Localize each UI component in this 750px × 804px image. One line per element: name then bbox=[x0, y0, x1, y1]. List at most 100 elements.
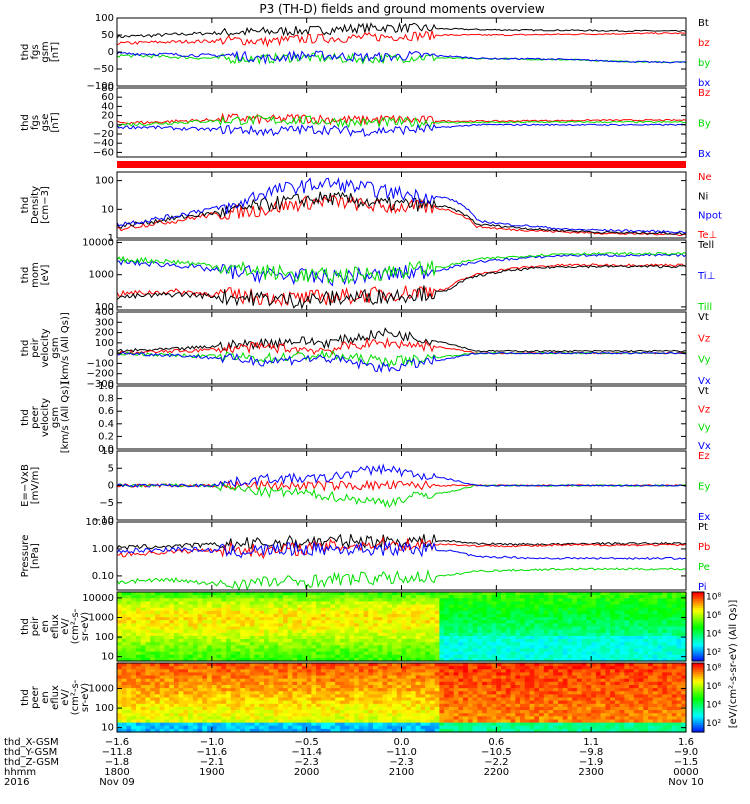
heatmap-cell bbox=[620, 605, 625, 609]
heatmap-cell bbox=[155, 691, 160, 695]
heatmap-cell bbox=[596, 655, 601, 659]
heatmap-cell bbox=[354, 682, 359, 686]
heatmap-cell bbox=[122, 710, 127, 714]
heatmap-cell bbox=[501, 710, 506, 714]
heatmap-cell bbox=[145, 605, 150, 609]
heatmap-cell bbox=[378, 716, 383, 720]
heatmap-cell bbox=[487, 645, 492, 649]
heatmap-cell bbox=[278, 682, 283, 686]
heatmap-cell bbox=[349, 701, 354, 705]
heatmap-cell bbox=[563, 655, 568, 659]
heatmap-cell bbox=[131, 691, 136, 695]
heatmap-cell bbox=[463, 620, 468, 624]
heatmap-cell bbox=[468, 620, 473, 624]
heatmap-cell bbox=[340, 611, 345, 615]
heatmap-cell bbox=[288, 666, 293, 670]
heatmap-cell bbox=[259, 639, 264, 643]
heatmap-cell bbox=[454, 676, 459, 680]
heatmap-cell bbox=[515, 710, 520, 714]
heatmap-cell bbox=[302, 710, 307, 714]
heatmap-cell bbox=[629, 655, 634, 659]
heatmap-cell bbox=[496, 639, 501, 643]
heatmap-cell bbox=[653, 645, 658, 649]
heatmap-cell bbox=[330, 620, 335, 624]
heatmap-cell bbox=[283, 676, 288, 680]
heatmap-cell bbox=[236, 710, 241, 714]
heatmap-cell bbox=[586, 620, 591, 624]
heatmap-cell bbox=[198, 691, 203, 695]
heatmap-cell bbox=[520, 605, 525, 609]
heatmap-cell bbox=[283, 691, 288, 695]
heatmap-cell bbox=[131, 630, 136, 634]
heatmap-cell bbox=[340, 682, 345, 686]
heatmap-cell bbox=[473, 716, 478, 720]
heatmap-cell bbox=[615, 630, 620, 634]
heatmap-cell bbox=[269, 726, 274, 730]
heatmap-cell bbox=[359, 595, 364, 599]
heatmap-cell bbox=[421, 611, 426, 615]
heatmap-cell bbox=[117, 630, 122, 634]
heatmap-cell bbox=[653, 605, 658, 609]
heatmap-cell bbox=[387, 691, 392, 695]
heatmap-cell bbox=[217, 666, 222, 670]
heatmap-cell bbox=[141, 726, 146, 730]
heatmap-cell bbox=[511, 716, 516, 720]
heatmap-cell bbox=[193, 710, 198, 714]
heatmap-cell bbox=[643, 639, 648, 643]
heatmap-cell bbox=[188, 645, 193, 649]
heatmap-cell bbox=[269, 682, 274, 686]
heatmap-cell bbox=[278, 630, 283, 634]
heatmap-cell bbox=[288, 595, 293, 599]
heatmap-cell bbox=[416, 639, 421, 643]
heatmap-cell bbox=[188, 630, 193, 634]
heatmap-cell bbox=[326, 605, 331, 609]
heatmap-cell bbox=[639, 611, 644, 615]
heatmap-cell bbox=[477, 676, 482, 680]
heatmap-cell bbox=[411, 710, 416, 714]
heatmap-cell bbox=[449, 716, 454, 720]
heatmap-cell bbox=[245, 611, 250, 615]
heatmap-cell bbox=[122, 645, 127, 649]
heatmap-cell bbox=[449, 639, 454, 643]
heatmap-cell bbox=[359, 676, 364, 680]
heatmap-cell bbox=[160, 710, 165, 714]
heatmap-cell bbox=[425, 630, 430, 634]
y-tick-label: 0.6 bbox=[98, 406, 114, 417]
legend-label-Ni: Ni bbox=[698, 191, 708, 202]
heatmap-cell bbox=[411, 691, 416, 695]
heatmap-cell bbox=[160, 682, 165, 686]
heatmap-cell bbox=[458, 710, 463, 714]
heatmap-cell bbox=[368, 605, 373, 609]
heatmap-cell bbox=[473, 595, 478, 599]
heatmap-cell bbox=[131, 726, 136, 730]
series-line-Bt bbox=[117, 23, 686, 38]
heatmap-cell bbox=[150, 710, 155, 714]
heatmap-cell bbox=[340, 716, 345, 720]
heatmap-cell bbox=[506, 716, 511, 720]
heatmap-cell bbox=[297, 595, 302, 599]
heatmap-cell bbox=[179, 676, 184, 680]
heatmap-cell bbox=[264, 676, 269, 680]
heatmap-cell bbox=[131, 676, 136, 680]
heatmap-cell bbox=[250, 639, 255, 643]
heatmap-cell bbox=[406, 655, 411, 659]
heatmap-cell bbox=[226, 726, 231, 730]
heatmap-cell bbox=[316, 726, 321, 730]
heatmap-cell bbox=[449, 611, 454, 615]
heatmap-cell bbox=[563, 645, 568, 649]
heatmap-cell bbox=[368, 611, 373, 615]
heatmap-cell bbox=[439, 611, 444, 615]
heatmap-cell bbox=[520, 676, 525, 680]
heatmap-cell bbox=[226, 710, 231, 714]
heatmap-cell bbox=[421, 701, 426, 705]
heatmap-cell bbox=[155, 620, 160, 624]
heatmap-cell bbox=[193, 716, 198, 720]
heatmap-cell bbox=[193, 691, 198, 695]
plot-title: P3 (TH-D) fields and ground moments over… bbox=[259, 2, 544, 16]
heatmap-cell bbox=[387, 676, 392, 680]
heatmap-cell bbox=[359, 666, 364, 670]
heatmap-cell bbox=[183, 645, 188, 649]
heatmap-cell bbox=[596, 639, 601, 643]
heatmap-cell bbox=[131, 655, 136, 659]
heatmap-cell bbox=[212, 701, 217, 705]
